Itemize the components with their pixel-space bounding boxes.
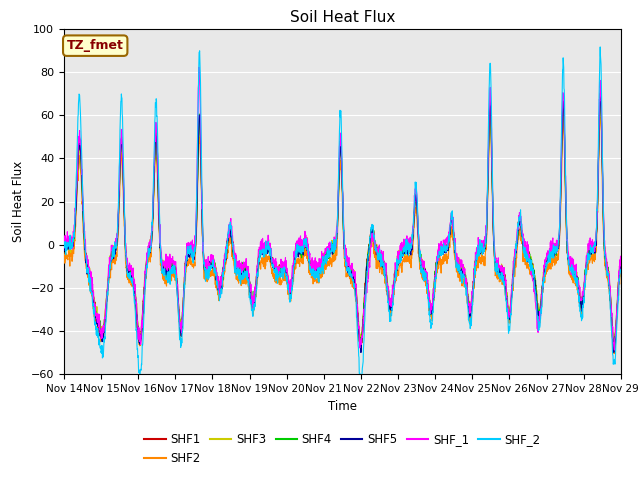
SHF_2 bbox=[617, 269, 625, 275]
SHF5 bbox=[357, 349, 365, 355]
SHF_2 bbox=[601, 252, 609, 258]
SHF5 bbox=[331, 246, 339, 252]
Line: SHF5: SHF5 bbox=[64, 94, 621, 352]
SHF3 bbox=[596, 96, 604, 101]
SHF1 bbox=[596, 90, 604, 96]
SHF2 bbox=[60, 250, 68, 256]
SHF3 bbox=[331, 241, 339, 247]
SHF4 bbox=[617, 256, 625, 262]
SHF_2 bbox=[357, 381, 365, 387]
SHF4 bbox=[88, 287, 96, 292]
SHF1 bbox=[617, 255, 625, 261]
SHF1 bbox=[316, 262, 324, 268]
SHF_1 bbox=[499, 265, 506, 271]
SHF_1 bbox=[88, 283, 96, 288]
SHF2 bbox=[88, 294, 96, 300]
Title: Soil Heat Flux: Soil Heat Flux bbox=[290, 10, 395, 25]
Line: SHF2: SHF2 bbox=[64, 117, 621, 354]
Legend: SHF1, SHF2, SHF3, SHF4, SHF5, SHF_1, SHF_2: SHF1, SHF2, SHF3, SHF4, SHF5, SHF_1, SHF… bbox=[140, 429, 545, 470]
SHF2 bbox=[331, 258, 339, 264]
SHF_1 bbox=[316, 258, 324, 264]
Line: SHF4: SHF4 bbox=[64, 94, 621, 348]
SHF2 bbox=[617, 273, 625, 278]
SHF1 bbox=[601, 243, 609, 249]
SHF5 bbox=[601, 253, 609, 259]
Text: TZ_fmet: TZ_fmet bbox=[67, 39, 124, 52]
Line: SHF_2: SHF_2 bbox=[64, 47, 621, 384]
SHF_2 bbox=[60, 239, 68, 245]
SHF_2 bbox=[331, 242, 339, 248]
SHF3 bbox=[601, 250, 609, 256]
SHF4 bbox=[60, 243, 68, 249]
SHF2 bbox=[601, 263, 609, 269]
SHF4 bbox=[499, 271, 506, 277]
SHF5 bbox=[596, 91, 604, 97]
SHF5 bbox=[499, 272, 506, 278]
SHF4 bbox=[601, 255, 609, 261]
Line: SHF_1: SHF_1 bbox=[64, 67, 621, 350]
SHF3 bbox=[316, 264, 324, 269]
SHF5 bbox=[60, 248, 68, 253]
SHF1 bbox=[610, 341, 618, 347]
SHF4 bbox=[331, 238, 339, 244]
SHF3 bbox=[499, 271, 506, 276]
SHF5 bbox=[316, 267, 324, 273]
SHF3 bbox=[88, 284, 96, 289]
SHF4 bbox=[316, 261, 324, 267]
SHF1 bbox=[88, 289, 96, 295]
Line: SHF3: SHF3 bbox=[64, 98, 621, 345]
Y-axis label: Soil Heat Flux: Soil Heat Flux bbox=[12, 161, 25, 242]
SHF_2 bbox=[602, 254, 609, 260]
SHF3 bbox=[601, 247, 609, 253]
SHF3 bbox=[60, 245, 68, 251]
SHF_1 bbox=[601, 248, 609, 253]
SHF3 bbox=[610, 342, 618, 348]
SHF2 bbox=[601, 257, 609, 263]
SHF2 bbox=[316, 276, 324, 281]
SHF2 bbox=[559, 114, 566, 120]
SHF1 bbox=[601, 250, 609, 255]
SHF1 bbox=[331, 244, 339, 250]
SHF_1 bbox=[611, 347, 618, 353]
Line: SHF1: SHF1 bbox=[64, 93, 621, 344]
SHF5 bbox=[602, 251, 609, 256]
SHF2 bbox=[499, 279, 506, 285]
SHF_1 bbox=[60, 241, 68, 247]
SHF_1 bbox=[617, 254, 625, 260]
SHF_1 bbox=[196, 64, 204, 70]
SHF1 bbox=[499, 264, 506, 269]
SHF_1 bbox=[601, 238, 609, 243]
SHF1 bbox=[60, 239, 68, 244]
SHF4 bbox=[596, 91, 604, 96]
SHF_2 bbox=[499, 275, 506, 280]
SHF4 bbox=[601, 245, 609, 251]
X-axis label: Time: Time bbox=[328, 400, 357, 413]
SHF_2 bbox=[596, 44, 604, 50]
SHF2 bbox=[611, 351, 618, 357]
SHF5 bbox=[617, 264, 625, 270]
SHF_1 bbox=[331, 236, 339, 241]
SHF4 bbox=[611, 345, 618, 351]
SHF_2 bbox=[316, 265, 324, 271]
SHF5 bbox=[88, 291, 96, 297]
SHF_2 bbox=[88, 299, 96, 305]
SHF3 bbox=[617, 260, 625, 266]
